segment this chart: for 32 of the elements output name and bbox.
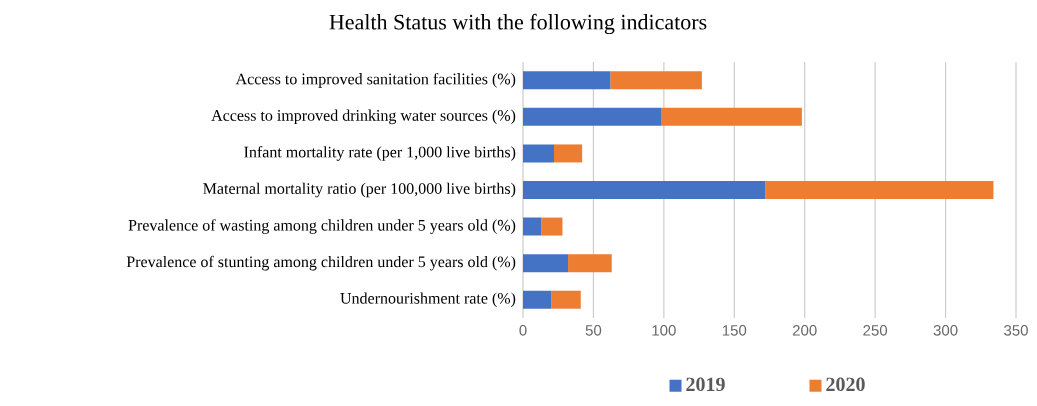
x-tick-label: 200 bbox=[792, 325, 817, 336]
x-tick-label: 150 bbox=[722, 325, 747, 336]
y-tick-label: Maternal mortality ratio (per 100,000 live births) bbox=[203, 182, 516, 198]
y-tick-label: Access to improved sanitation facilities (%) bbox=[235, 72, 516, 88]
bar bbox=[541, 217, 563, 236]
chart-title: Health Status with the following indicators bbox=[329, 13, 707, 35]
legend-label: 2019 bbox=[686, 377, 725, 392]
bar bbox=[765, 181, 994, 199]
x-tick-label: 50 bbox=[585, 325, 602, 336]
bar bbox=[523, 217, 542, 236]
y-tick-label: Prevalence of stunting among children under 5 years old (%) bbox=[126, 255, 516, 271]
bar bbox=[551, 290, 581, 309]
bar bbox=[523, 107, 662, 126]
x-tick-label: 0 bbox=[519, 325, 527, 336]
bar bbox=[523, 71, 611, 90]
bar bbox=[523, 181, 766, 199]
y-tick-label: Prevalence of wasting among children under 5 years old (%) bbox=[128, 219, 516, 234]
x-tick-label: 250 bbox=[863, 325, 888, 336]
bar bbox=[523, 290, 552, 309]
bar bbox=[568, 254, 612, 273]
x-tick-label: 300 bbox=[933, 325, 958, 336]
legend-label: 2020 bbox=[826, 377, 865, 392]
bar bbox=[610, 71, 702, 90]
bar bbox=[661, 107, 802, 126]
bar bbox=[523, 254, 569, 273]
y-tick-label: Access to improved drinking water sources (%) bbox=[211, 109, 516, 125]
x-tick-label: 350 bbox=[1004, 325, 1028, 336]
x-tick-label: 100 bbox=[652, 325, 676, 336]
y-tick-label: Infant mortality rate (per 1,000 live births) bbox=[244, 146, 516, 161]
y-tick-label: Undernourishment rate (%) bbox=[340, 292, 516, 307]
bar bbox=[553, 144, 583, 163]
bar bbox=[523, 144, 554, 163]
